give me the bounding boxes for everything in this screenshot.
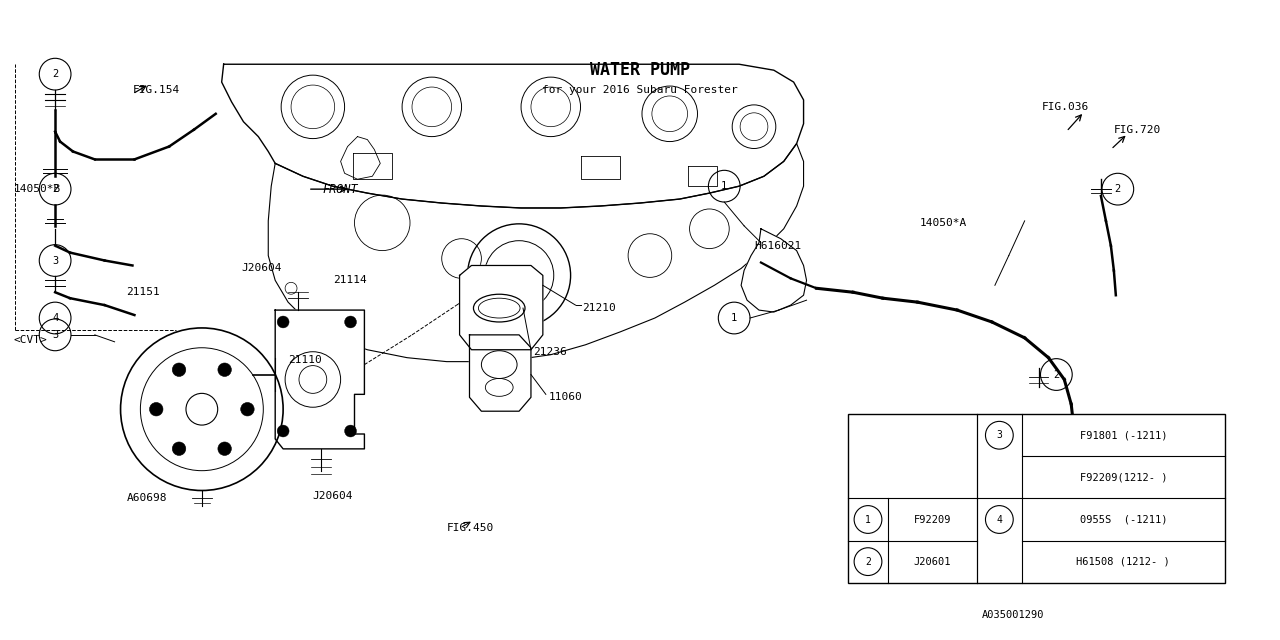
Text: H61508 (1212- ): H61508 (1212- ) bbox=[1076, 557, 1170, 566]
Text: for your 2016 Subaru Forester: for your 2016 Subaru Forester bbox=[543, 85, 737, 95]
Text: 4: 4 bbox=[996, 515, 1002, 525]
Text: 21110: 21110 bbox=[288, 355, 321, 365]
Text: 0955S  (-1211): 0955S (-1211) bbox=[1079, 515, 1167, 525]
Text: 4: 4 bbox=[52, 313, 59, 323]
Text: 21151: 21151 bbox=[127, 287, 160, 297]
Text: 3: 3 bbox=[996, 430, 1002, 440]
Circle shape bbox=[173, 363, 186, 376]
Text: J20604: J20604 bbox=[242, 264, 282, 273]
Text: FIG.154: FIG.154 bbox=[132, 85, 179, 95]
Circle shape bbox=[344, 316, 357, 328]
Text: 3: 3 bbox=[52, 330, 59, 340]
Polygon shape bbox=[741, 228, 806, 312]
Text: A60698: A60698 bbox=[127, 493, 166, 504]
Polygon shape bbox=[269, 143, 804, 362]
Text: H616021: H616021 bbox=[754, 241, 801, 251]
Circle shape bbox=[218, 363, 232, 376]
Circle shape bbox=[278, 316, 289, 328]
Text: 11060: 11060 bbox=[549, 392, 582, 403]
FancyBboxPatch shape bbox=[849, 414, 1225, 582]
Circle shape bbox=[173, 442, 186, 456]
Circle shape bbox=[278, 425, 289, 437]
Circle shape bbox=[344, 425, 357, 437]
Text: <CVT>: <CVT> bbox=[14, 335, 47, 345]
Text: FIG.720: FIG.720 bbox=[1114, 125, 1161, 134]
Text: FIG.036: FIG.036 bbox=[1042, 102, 1089, 112]
Polygon shape bbox=[275, 310, 365, 449]
Text: 1: 1 bbox=[865, 515, 870, 525]
Text: F92209: F92209 bbox=[914, 515, 951, 525]
Text: FIG.450: FIG.450 bbox=[447, 523, 494, 533]
Circle shape bbox=[150, 403, 163, 416]
Text: FRONT: FRONT bbox=[323, 182, 358, 196]
Text: 3: 3 bbox=[52, 255, 59, 266]
Text: 1: 1 bbox=[721, 181, 727, 191]
Polygon shape bbox=[340, 136, 380, 179]
Circle shape bbox=[186, 394, 218, 425]
Text: 2: 2 bbox=[865, 557, 870, 566]
Text: F91801 (-1211): F91801 (-1211) bbox=[1079, 430, 1167, 440]
Text: F92209(1212- ): F92209(1212- ) bbox=[1079, 472, 1167, 483]
Circle shape bbox=[241, 403, 255, 416]
Text: 2: 2 bbox=[52, 69, 59, 79]
Text: 14050*B: 14050*B bbox=[14, 184, 60, 194]
Text: A035001290: A035001290 bbox=[982, 611, 1044, 620]
Polygon shape bbox=[460, 266, 543, 349]
Text: J20601: J20601 bbox=[914, 557, 951, 566]
Circle shape bbox=[218, 442, 232, 456]
Text: 2: 2 bbox=[1053, 369, 1060, 380]
Text: 14050*A: 14050*A bbox=[919, 218, 966, 228]
Text: 2: 2 bbox=[1115, 184, 1121, 194]
Text: WATER PUMP: WATER PUMP bbox=[590, 61, 690, 79]
Text: 21236: 21236 bbox=[532, 347, 567, 356]
Text: 1: 1 bbox=[731, 313, 737, 323]
Polygon shape bbox=[221, 64, 804, 208]
Text: 21114: 21114 bbox=[333, 275, 366, 285]
Text: 2: 2 bbox=[52, 184, 59, 194]
Polygon shape bbox=[470, 335, 531, 412]
Text: J20604: J20604 bbox=[312, 492, 353, 502]
Text: 21210: 21210 bbox=[582, 303, 616, 313]
